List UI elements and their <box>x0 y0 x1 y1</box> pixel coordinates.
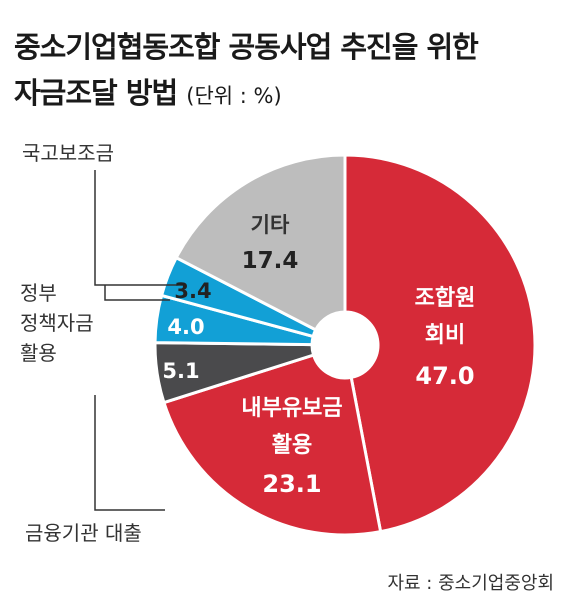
value-retained: 23.1 <box>262 470 321 498</box>
chart-title-line1: 중소기업협동조합 공동사업 추진을 위한 <box>14 30 479 64</box>
ext-label-policy-fund-3: 활용 <box>20 341 57 365</box>
label-member-fee-1: 조합원 <box>415 285 476 311</box>
chart-title-line2: 자금조달 방법 (단위 : %) <box>14 70 282 112</box>
value-govt-subsidy: 3.4 <box>174 279 211 303</box>
slice-s1 <box>343 153 537 534</box>
value-member-fee: 47.0 <box>415 362 474 390</box>
ext-label-policy-fund-2: 정책자금 <box>20 311 94 335</box>
source-note: 자료 : 중소기업중앙회 <box>387 573 554 594</box>
slice-labels: 조합원 회비 47.0 내부유보금 활용 23.1 5.1 4.0 3.4 기타… <box>162 213 475 498</box>
ext-label-loan: 금융기관 대출 <box>25 521 142 545</box>
label-retained-1: 내부유보금 <box>241 396 342 421</box>
leader-line-loan <box>94 395 165 511</box>
ext-label-govt-subsidy: 국고보조금 <box>22 141 114 165</box>
unit-label: (단위 : %) <box>186 84 282 108</box>
leader-line-policy-fund <box>104 285 170 301</box>
value-other: 17.4 <box>242 248 299 274</box>
leader-lines <box>94 170 182 511</box>
ext-label-policy-fund-1: 정부 <box>20 281 57 305</box>
label-member-fee-2: 회비 <box>425 323 465 348</box>
slice-s2 <box>162 353 383 537</box>
label-other: 기타 <box>251 213 290 237</box>
slices-group <box>153 153 537 537</box>
chart-title-text: 자금조달 방법 <box>14 76 178 110</box>
value-loan: 5.1 <box>162 359 199 383</box>
leader-line-govt-subsidy <box>94 170 182 286</box>
label-retained-2: 활용 <box>272 433 312 458</box>
slice-s6 <box>174 153 347 332</box>
value-policy-fund: 4.0 <box>167 315 204 339</box>
